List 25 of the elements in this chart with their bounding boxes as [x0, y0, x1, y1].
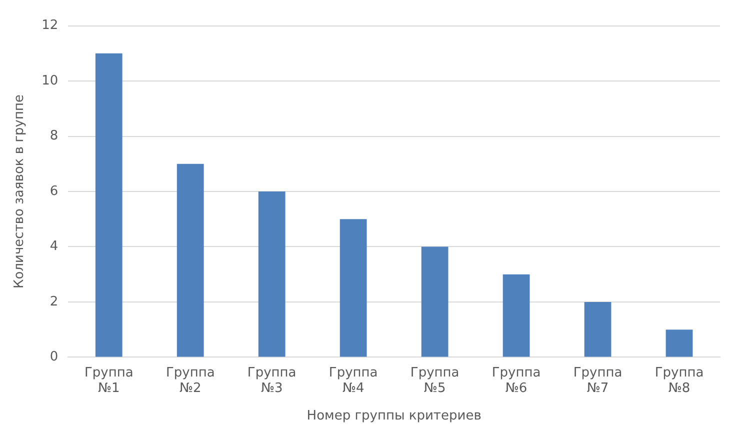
bar: [176, 164, 204, 357]
x-tick-label: Группа №5: [410, 365, 460, 396]
x-tick-label: Группа №6: [492, 365, 541, 396]
y-tick-label: 8: [50, 128, 58, 144]
bar: [421, 246, 448, 357]
bar: [502, 274, 530, 357]
y-tick-label: 2: [50, 294, 58, 310]
bar: [258, 192, 286, 357]
x-tick-label: Группа №1: [84, 365, 134, 396]
x-axis-title: Номер группы критериев: [306, 408, 482, 424]
x-tick-label: Группа №2: [166, 365, 215, 396]
x-tick-label: Группа №3: [247, 365, 296, 396]
y-tick-label: 6: [50, 184, 58, 199]
bar: [666, 330, 693, 357]
y-tick-label: 10: [42, 73, 58, 88]
bar: [584, 302, 612, 357]
bar: [95, 53, 122, 357]
y-axis-title: Количество заявок в группе: [12, 94, 28, 288]
y-tick-label: 0: [50, 350, 58, 365]
bar: [340, 219, 367, 357]
x-tick-label: Группа №8: [654, 365, 704, 396]
x-tick-label: Группа №7: [573, 365, 622, 396]
x-tick-label: Группа №4: [328, 365, 378, 396]
y-tick-label: 12: [42, 18, 58, 34]
y-tick-label: 4: [50, 239, 58, 254]
